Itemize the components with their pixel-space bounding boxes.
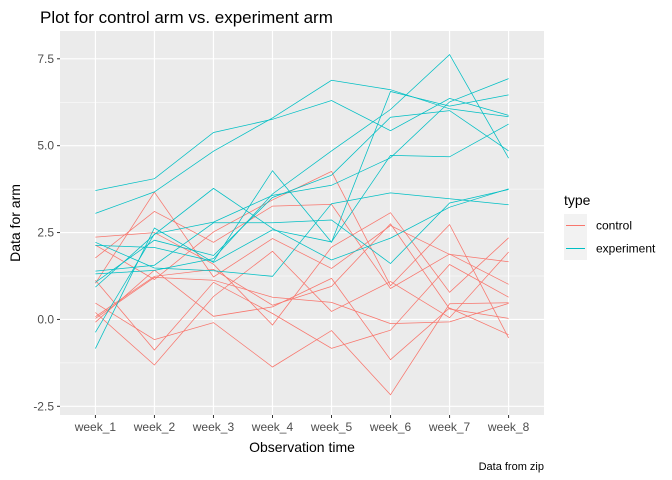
series-line-experiment-15 xyxy=(95,91,509,262)
y-axis-title: Data for arm xyxy=(7,184,23,262)
series-line-control-1 xyxy=(95,250,509,366)
x-tick-label: week_2 xyxy=(133,420,176,434)
chart-caption: Data from zip xyxy=(479,461,544,473)
x-tick-label: week_8 xyxy=(487,420,530,434)
x-tick-label: week_1 xyxy=(74,420,117,434)
plot-panel xyxy=(60,31,544,415)
series-line-control-10 xyxy=(95,170,509,339)
legend-label-experiment: experiment xyxy=(596,242,656,256)
series-line-control-3 xyxy=(95,204,509,289)
x-tick-label: week_6 xyxy=(369,420,412,434)
series-line-control-8 xyxy=(95,269,509,361)
x-tick-label: week_4 xyxy=(251,420,294,434)
legend-label-control: control xyxy=(596,219,632,233)
series-lines xyxy=(95,54,509,396)
y-axis: -2.5 0.0 2.5 5.0 7.5 xyxy=(33,52,60,413)
series-line-control-6 xyxy=(95,212,509,326)
series-line-experiment-17 xyxy=(95,187,509,288)
chart-title: Plot for control arm vs. experiment arm xyxy=(40,8,333,27)
series-line-control-2 xyxy=(95,264,509,351)
legend-title: type xyxy=(564,192,591,208)
series-line-experiment-19 xyxy=(95,189,509,272)
legend: type control experiment xyxy=(564,192,656,260)
x-tick-label: week_5 xyxy=(310,420,353,434)
x-tick-label: week_7 xyxy=(428,420,471,434)
y-tick-label: 7.5 xyxy=(37,52,54,66)
series-line-control-5 xyxy=(95,302,509,396)
x-axis-title: Observation time xyxy=(249,439,355,455)
series-line-control-4 xyxy=(95,191,509,284)
x-tick-label: week_3 xyxy=(192,420,235,434)
y-tick-label: 0.0 xyxy=(37,312,54,326)
series-line-experiment-12 xyxy=(95,79,509,214)
series-line-experiment-18 xyxy=(95,110,509,283)
x-axis: week_1 week_2 week_3 week_4 week_5 week_6 week… xyxy=(74,415,530,434)
y-tick-label: 2.5 xyxy=(37,226,54,240)
y-tick-label: -2.5 xyxy=(33,399,54,413)
series-line-experiment-13 xyxy=(95,123,509,349)
series-line-control-9 xyxy=(95,223,509,319)
y-tick-label: 5.0 xyxy=(37,139,54,153)
series-line-experiment-14 xyxy=(95,78,509,333)
series-line-experiment-20 xyxy=(95,192,509,277)
